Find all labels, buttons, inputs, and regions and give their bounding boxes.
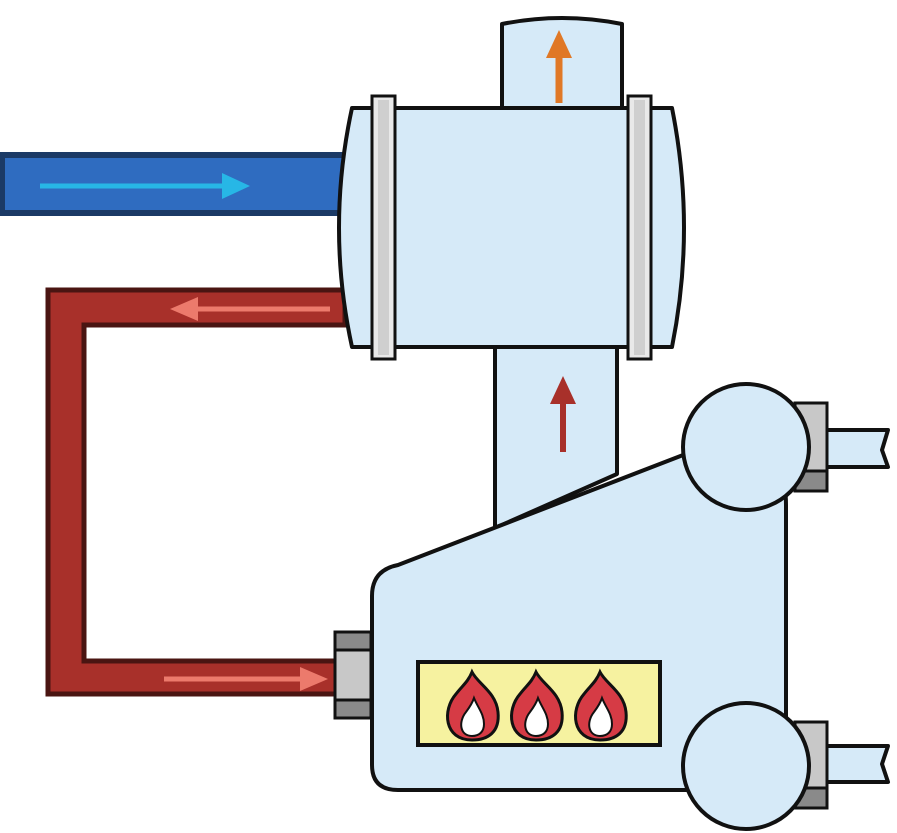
exhaust-stack: [500, 16, 624, 108]
return-flow-arrow-bottom-icon: [164, 667, 328, 691]
fire-icon: [574, 668, 628, 742]
flames-group: [446, 668, 628, 742]
burner-panel: [416, 660, 662, 747]
exhaust-arrow-icon: [546, 30, 572, 103]
fire-icon: [446, 668, 500, 742]
cold-flow-arrow-icon: [40, 173, 250, 199]
cold-inlet-pipe: [0, 152, 350, 216]
heat-exchanger-vessel: [337, 94, 686, 361]
left-flange: [370, 94, 397, 361]
lower-drum: [681, 701, 811, 831]
flue-pipe: [493, 340, 619, 530]
return-loop-pipe: [45, 287, 348, 697]
return-flow-arrow-top-icon: [170, 297, 330, 321]
flue-gas-arrow-icon: [550, 376, 576, 452]
boiler-inlet-fitting: [333, 630, 373, 720]
right-flange: [626, 94, 653, 361]
fire-icon: [510, 668, 564, 742]
upper-drum: [681, 382, 811, 512]
